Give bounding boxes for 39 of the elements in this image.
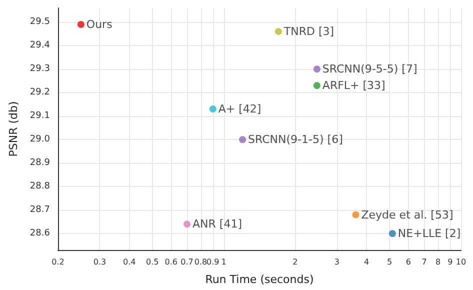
series-label: A+ [42] (218, 102, 262, 116)
y-tick-label: 29.4 (30, 40, 50, 51)
x-tick-label: 6 (406, 258, 411, 266)
x-tick-label: 7 (422, 258, 427, 266)
y-tick-label: 29.1 (30, 111, 50, 122)
y-tick-label: 28.6 (30, 228, 50, 239)
y-tick-label: 28.9 (30, 158, 50, 168)
x-tick-label: 5 (387, 258, 392, 266)
y-tick-label: 28.8 (30, 182, 50, 192)
x-tick-label: 3 (334, 258, 340, 266)
x-tick-label: 8 (435, 258, 441, 266)
series-label: Zeyde et al. [53] (361, 208, 454, 222)
x-tick-label: 0.3 (93, 258, 106, 266)
x-tick-label: 0.7 (180, 258, 194, 266)
series-label: ANR [41] (192, 218, 242, 231)
x-tick-label: 1 (221, 258, 226, 266)
y-tick-label: 29.5 (30, 17, 50, 28)
series-label: Ours (86, 18, 113, 31)
x-tick-label: 0.2 (52, 258, 64, 266)
x-tick-label: 9 (448, 258, 453, 266)
x-tick-label: 0.8 (194, 258, 208, 266)
x-tick-label: 0.9 (206, 258, 220, 266)
x-tick-label: 10 (456, 258, 466, 266)
x-tick-label: 2 (292, 258, 298, 266)
x-tick-label: 0.5 (146, 258, 159, 266)
y-tick-label: 28.7 (30, 205, 50, 216)
series-label: ARFL+ [33] (322, 79, 386, 92)
y-axis-title: PSNR (db) (7, 101, 20, 157)
series-label: TNRD [3] (282, 24, 334, 38)
x-axis-title: Run Time (seconds) (205, 273, 314, 286)
y-tick-label: 29.3 (30, 64, 50, 74)
x-tick-label: 4 (364, 258, 370, 266)
x-tick-label: 0.6 (164, 258, 178, 266)
series-label: SRCNN(9-1-5) [6] (248, 133, 343, 146)
y-tick-label: 29.0 (30, 134, 50, 145)
series-label: SRCNN(9-5-5) [7] (322, 62, 418, 76)
x-tick-label: 0.4 (122, 258, 136, 266)
series-label: NE+LLE [2] (398, 227, 461, 240)
y-tick-label: 29.2 (30, 88, 50, 98)
